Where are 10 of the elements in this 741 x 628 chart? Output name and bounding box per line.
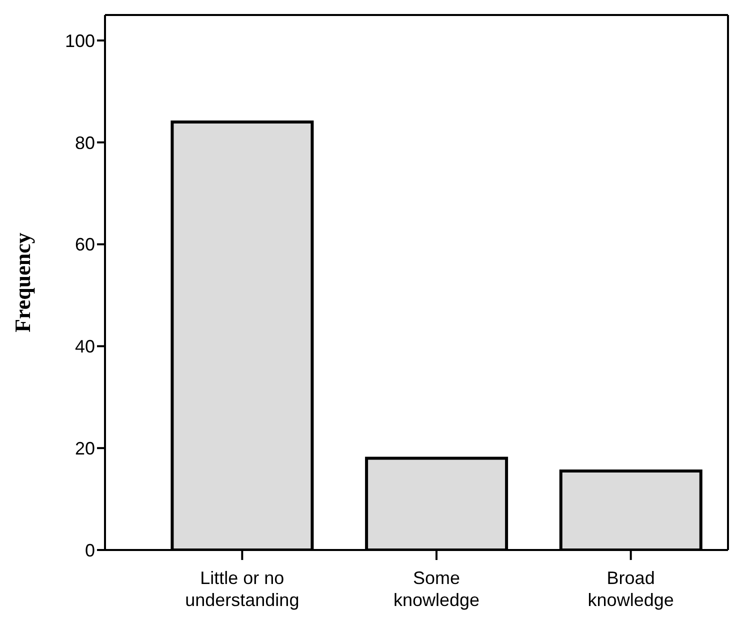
y-axis-title: Frequency — [10, 232, 35, 332]
y-tick-label: 80 — [74, 132, 95, 153]
x-tick-label: Broad knowledge — [588, 568, 674, 610]
y-tick-label: 0 — [84, 540, 95, 560]
y-tick-label: 100 — [64, 30, 95, 51]
y-tick-label: 60 — [74, 234, 95, 255]
y-tick-label: 20 — [74, 438, 95, 458]
y-tick-label: 40 — [74, 336, 95, 357]
x-tick-label: Little or no understanding — [185, 568, 300, 610]
x-tick-label: Some knowledge — [393, 568, 480, 610]
